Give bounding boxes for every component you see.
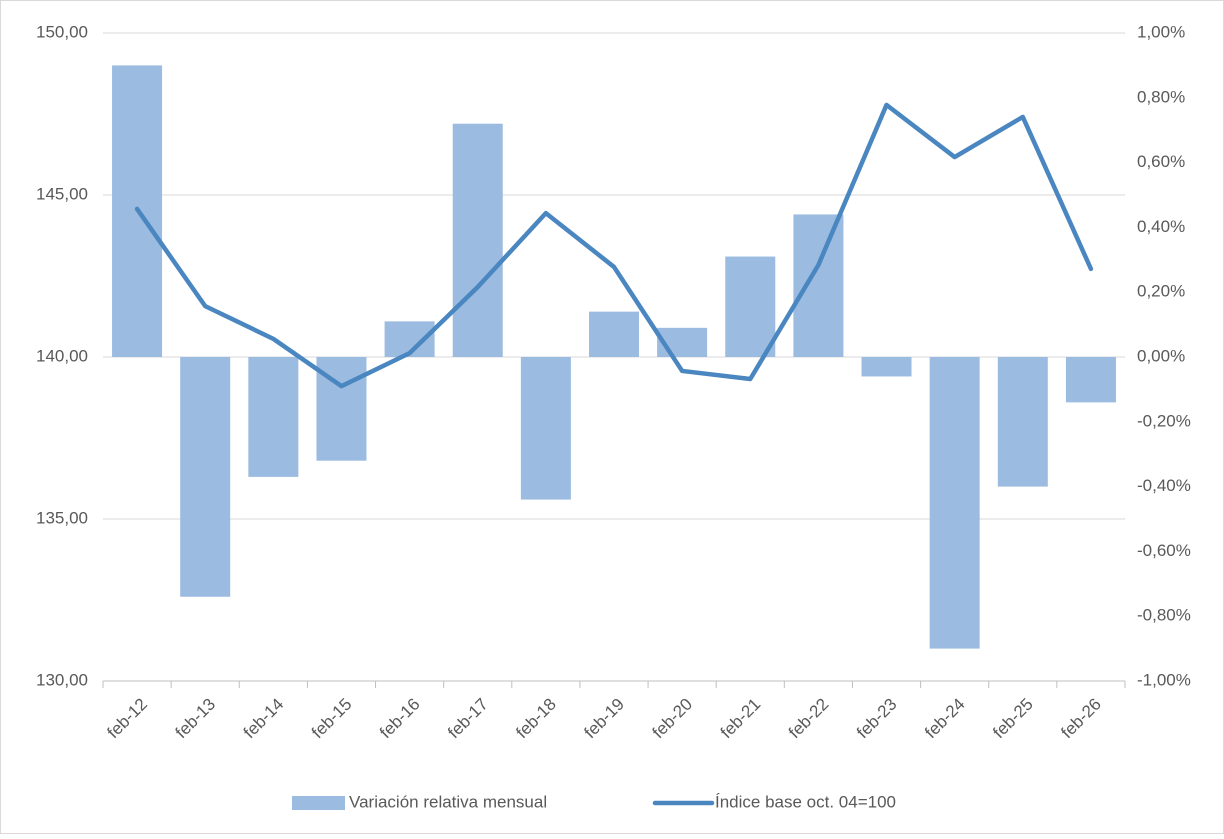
bar	[180, 357, 231, 597]
bar	[861, 357, 912, 377]
y2-tick-label: -0,20%	[1137, 411, 1191, 430]
legend-label: Índice base oct. 04=100	[715, 792, 896, 811]
bar	[929, 357, 980, 649]
y-tick-label: 145,00	[36, 184, 88, 203]
legend-label: Variación relativa mensual	[349, 792, 547, 811]
y-tick-label: 140,00	[36, 346, 88, 365]
line	[134, 102, 1094, 389]
bar	[1065, 357, 1116, 403]
bar	[520, 357, 571, 500]
bar	[793, 214, 844, 357]
bar	[997, 357, 1048, 487]
y2-tick-label: -0,40%	[1137, 476, 1191, 495]
bar	[452, 123, 503, 357]
y2-tick-label: 0,80%	[1137, 87, 1185, 106]
y2-tick-label: 0,60%	[1137, 152, 1185, 171]
y-tick-label: 130,00	[36, 670, 88, 689]
y2-tick-label: -1,00%	[1137, 670, 1191, 689]
bar	[725, 256, 776, 357]
bar	[589, 311, 639, 357]
y2-tick-label: -0,80%	[1137, 606, 1191, 625]
y2-tick-label: 1,00%	[1137, 22, 1185, 41]
y2-tick-label: -0,60%	[1137, 541, 1191, 560]
y2-tick-label: 0,20%	[1137, 282, 1185, 301]
y-tick-label: 150,00	[36, 22, 88, 41]
y-tick-label: 135,00	[36, 508, 88, 527]
y2-tick-label: 0,00%	[1137, 346, 1185, 365]
bar	[248, 357, 299, 477]
y2-tick-label: 0,40%	[1137, 217, 1185, 236]
legend-swatch	[292, 796, 345, 810]
